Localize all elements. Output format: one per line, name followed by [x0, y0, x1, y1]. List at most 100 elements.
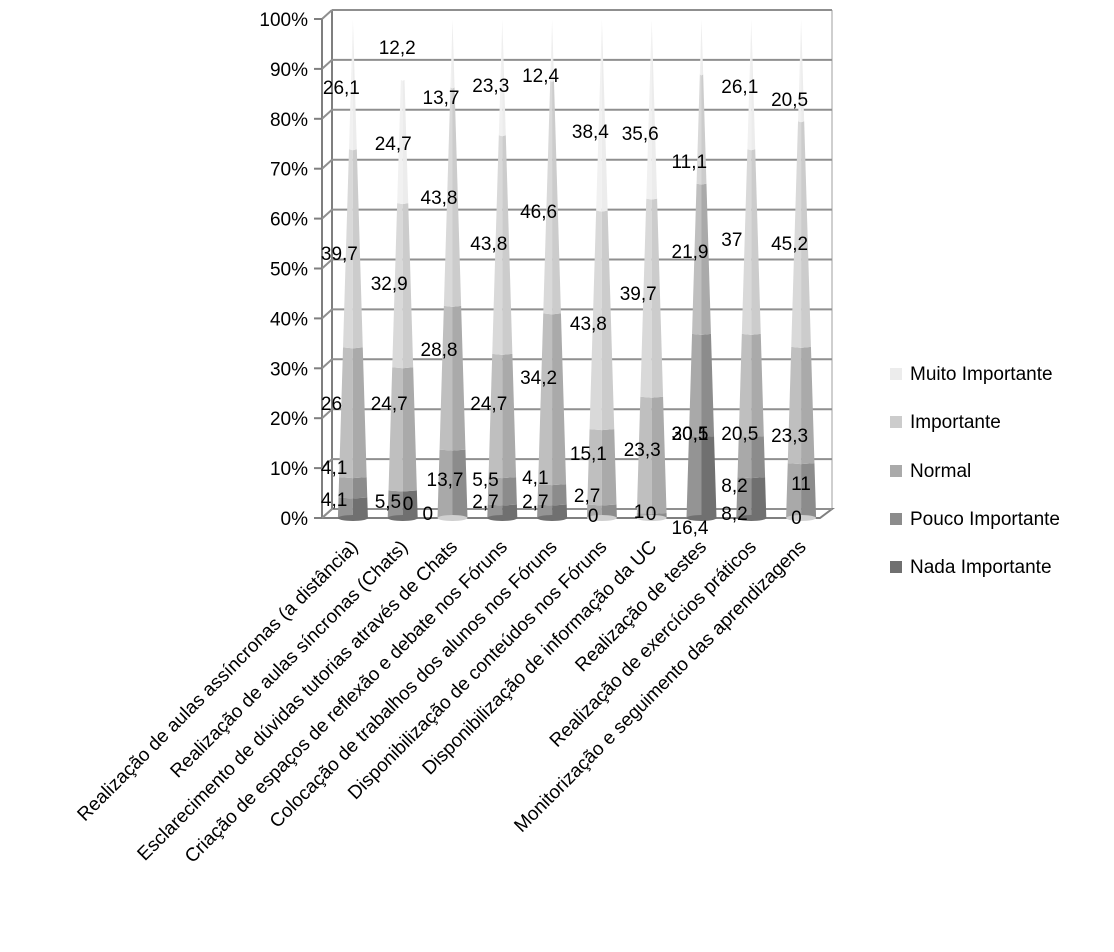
legend-swatch	[890, 513, 902, 525]
y-tick-label: 30%	[270, 359, 308, 380]
data-label: 0	[791, 508, 802, 529]
cone-segment	[352, 497, 368, 519]
cone-10	[786, 19, 817, 521]
cone-1	[337, 19, 368, 521]
data-label: 20,5	[672, 424, 709, 445]
data-label: 21,9	[672, 242, 709, 263]
y-tick-label: 100%	[259, 10, 308, 31]
gridline-side	[321, 158, 333, 170]
cone-segment	[502, 135, 513, 355]
cone-segment	[587, 429, 602, 506]
data-label: 20,5	[721, 424, 758, 445]
data-label: 15,1	[570, 444, 607, 465]
cone-segment	[738, 333, 752, 438]
cone-3	[437, 19, 468, 521]
cone-base	[736, 515, 767, 521]
cone-segment	[450, 19, 453, 89]
cone-segment	[640, 198, 652, 398]
cone-segment	[701, 19, 704, 76]
data-label: 43,8	[470, 234, 507, 255]
cone-segment	[737, 436, 752, 479]
cone-segment	[337, 497, 353, 519]
data-label-top: 12,2	[379, 38, 416, 59]
cone-bars	[337, 19, 817, 521]
legend-item: Normal	[890, 461, 971, 482]
cone-segment	[543, 80, 553, 315]
gridline-side	[321, 258, 333, 270]
y-tick-label: 40%	[270, 309, 308, 330]
cone-segment	[392, 203, 403, 369]
cone-segment	[388, 367, 403, 492]
cone-segment	[701, 333, 715, 438]
gridline-side	[321, 59, 333, 70]
cone-segment	[801, 121, 811, 348]
data-label: 11	[791, 474, 811, 495]
legend-item: Importante	[890, 412, 1001, 433]
data-label: 2,7	[472, 492, 498, 513]
cone-segment	[651, 20, 658, 200]
y-tick-label: 90%	[270, 60, 308, 81]
gridline-side	[321, 508, 333, 519]
cone-segment	[589, 210, 602, 431]
legend-item: Pouco Importante	[890, 509, 1060, 530]
data-label: 12,4	[522, 66, 559, 87]
data-label: 1	[634, 502, 645, 523]
cone-segment	[688, 333, 702, 438]
cone-segment	[801, 463, 817, 519]
data-label: 43,8	[421, 188, 458, 209]
y-tick-label: 20%	[270, 409, 308, 430]
y-tick-label: 60%	[270, 210, 308, 231]
cone-segment	[751, 436, 766, 479]
data-label: 23,3	[624, 440, 661, 461]
cone-segment	[786, 463, 802, 519]
cone-4	[487, 19, 518, 521]
cone-segment	[452, 305, 466, 451]
legend-item: Nada Importante	[890, 557, 1052, 578]
legend-swatch	[890, 416, 902, 428]
cone-segment	[751, 333, 764, 438]
gridline-side	[321, 308, 333, 320]
cone-6	[586, 19, 617, 521]
cone-7	[636, 20, 667, 521]
cone-segment	[601, 429, 617, 506]
cone-segment	[550, 19, 553, 82]
cone-base	[487, 515, 518, 521]
cone-segment	[452, 449, 468, 519]
cone-segment	[701, 74, 707, 185]
y-tick-label: 50%	[270, 260, 308, 281]
data-label: 5,5	[375, 492, 401, 513]
y-tick-label: 0%	[281, 509, 309, 530]
legend-label: Normal	[910, 461, 971, 482]
x-axis-labels: Realização de aulas assíncronas (a distâ…	[74, 537, 811, 868]
y-tick-label: 80%	[270, 110, 308, 131]
cone-segment	[651, 198, 664, 398]
data-label: 2,7	[522, 492, 548, 513]
cone-segment	[751, 477, 767, 519]
cone-base	[387, 515, 418, 521]
cone-segment	[387, 490, 403, 519]
cone-segment	[701, 436, 717, 519]
cone-segment	[538, 313, 553, 486]
data-label: 28,8	[421, 340, 458, 361]
y-axis-ticks: 0% 10% 20% 30% 40% 50% 60% 70% 80% 90% 100%	[259, 10, 322, 530]
gridline-side	[321, 358, 333, 370]
y-tick-label: 10%	[270, 459, 308, 480]
data-label: 16,4	[672, 518, 709, 539]
data-label: 8,2	[721, 504, 747, 525]
data-label: 37	[721, 230, 742, 251]
gridline-side	[321, 408, 333, 419]
cone-segment	[452, 87, 462, 307]
data-label: 20,5	[771, 90, 808, 111]
data-label: 4,1	[321, 458, 347, 479]
cone-2	[387, 79, 418, 521]
legend-swatch	[890, 561, 902, 573]
cone-base	[786, 515, 817, 521]
cone-segment	[787, 346, 802, 465]
cone-segment	[498, 19, 503, 137]
cone-segment	[751, 19, 756, 151]
cone-segment	[502, 19, 506, 137]
cone-segment	[552, 80, 561, 315]
data-label: 11,1	[672, 152, 708, 173]
cone-segment	[736, 477, 752, 519]
